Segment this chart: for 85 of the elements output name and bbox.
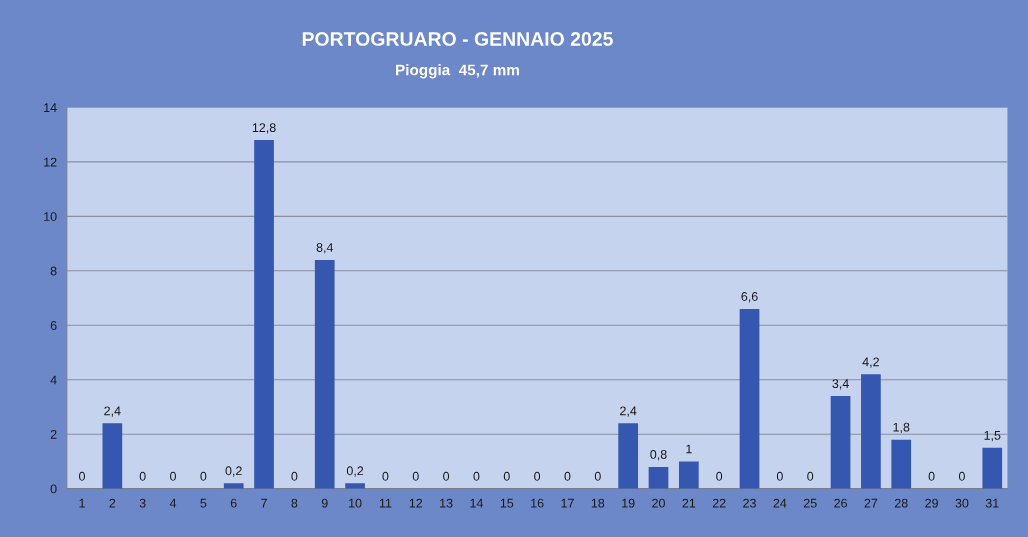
data-label: 2,4 <box>620 406 637 417</box>
x-tick-label: 9 <box>321 498 328 508</box>
bar <box>830 396 851 489</box>
bar <box>314 259 335 489</box>
x-tick-label: 30 <box>955 498 969 508</box>
x-tick-label: 27 <box>864 498 878 508</box>
data-label: 0,8 <box>650 450 667 461</box>
data-label: 1,8 <box>893 422 910 434</box>
data-label: 2,4 <box>104 406 121 417</box>
data-label: 0 <box>958 471 965 481</box>
x-tick-label: 28 <box>894 498 908 508</box>
data-label: 0 <box>716 471 723 481</box>
x-tick-label: 2 <box>109 498 116 508</box>
data-label: 0 <box>200 471 207 481</box>
data-label: 0 <box>382 471 389 481</box>
bar <box>982 447 1003 489</box>
x-tick-label: 8 <box>291 498 298 508</box>
bar <box>648 466 669 489</box>
data-label: 0 <box>564 471 571 481</box>
x-tick-label: 3 <box>139 498 146 508</box>
x-tick-label: 1 <box>79 498 85 508</box>
data-label: 0 <box>443 471 450 481</box>
x-tick-label: 11 <box>379 498 392 508</box>
x-tick-label: 25 <box>803 498 817 508</box>
bar <box>739 308 760 489</box>
x-tick-label: 21 <box>682 498 696 508</box>
bar <box>678 461 699 489</box>
x-tick-label: 29 <box>925 498 938 508</box>
y-tick-label: 10 <box>44 212 57 221</box>
data-label: 0 <box>79 471 85 481</box>
x-tick-label: 19 <box>622 498 635 508</box>
x-tick-label: 10 <box>349 498 362 508</box>
x-tick-label: 16 <box>531 498 544 508</box>
x-tick-label: 15 <box>500 498 514 508</box>
data-label: 0,2 <box>346 466 364 477</box>
data-label: 0 <box>412 471 419 481</box>
y-tick-label: 14 <box>44 103 57 112</box>
bar <box>891 439 912 489</box>
x-tick-label: 18 <box>591 498 605 508</box>
y-tick-label: 6 <box>50 321 57 330</box>
bar <box>345 483 365 489</box>
x-tick-label: 7 <box>261 498 267 508</box>
bar <box>254 140 274 489</box>
data-label: 0 <box>594 471 601 481</box>
data-label: 1 <box>686 444 692 454</box>
x-tick-label: 24 <box>773 498 787 508</box>
bar <box>223 483 244 489</box>
x-tick-label: 12 <box>409 498 423 508</box>
y-tick-label: 4 <box>50 375 57 385</box>
data-label: 0 <box>503 471 510 481</box>
x-tick-label: 6 <box>230 498 237 508</box>
data-label: 8,4 <box>316 243 334 254</box>
x-tick-label: 14 <box>470 498 484 508</box>
data-label: 12,8 <box>252 123 276 134</box>
x-tick-label: 22 <box>712 498 726 508</box>
x-tick-label: 20 <box>652 498 665 508</box>
data-label: 0 <box>473 471 480 481</box>
x-tick-label: 17 <box>561 498 574 508</box>
x-tick-label: 5 <box>200 498 207 508</box>
data-label: 0 <box>139 471 146 481</box>
data-label: 1,5 <box>984 431 1001 442</box>
y-tick-label: 2 <box>50 430 57 439</box>
x-tick-label: 26 <box>834 498 847 508</box>
y-tick-label: 12 <box>44 157 57 167</box>
bar <box>102 423 123 489</box>
data-label: 0 <box>928 471 935 481</box>
x-tick-label: 4 <box>169 498 177 508</box>
data-label: 0 <box>776 471 783 481</box>
chart-title: PORTOGRUARO - GENNAIO 2025 <box>302 32 613 46</box>
data-label: 0,2 <box>225 466 242 477</box>
x-tick-label: 23 <box>743 498 756 508</box>
data-label: 0 <box>534 471 541 481</box>
y-tick-label: 8 <box>50 266 57 276</box>
x-tick-label: 13 <box>440 498 453 508</box>
data-label: 6,6 <box>741 292 758 303</box>
data-label: 3,4 <box>832 379 849 390</box>
x-tick-label: 31 <box>985 498 999 508</box>
chart-subtitle: Pioggia 45,7 mm <box>396 64 519 79</box>
bar <box>861 374 881 489</box>
y-tick-label: 0 <box>50 484 57 494</box>
bar <box>618 423 639 489</box>
data-label: 0 <box>291 471 298 481</box>
data-label: 0 <box>807 471 814 481</box>
data-label: 4,2 <box>862 357 879 368</box>
data-label: 0 <box>170 471 177 481</box>
